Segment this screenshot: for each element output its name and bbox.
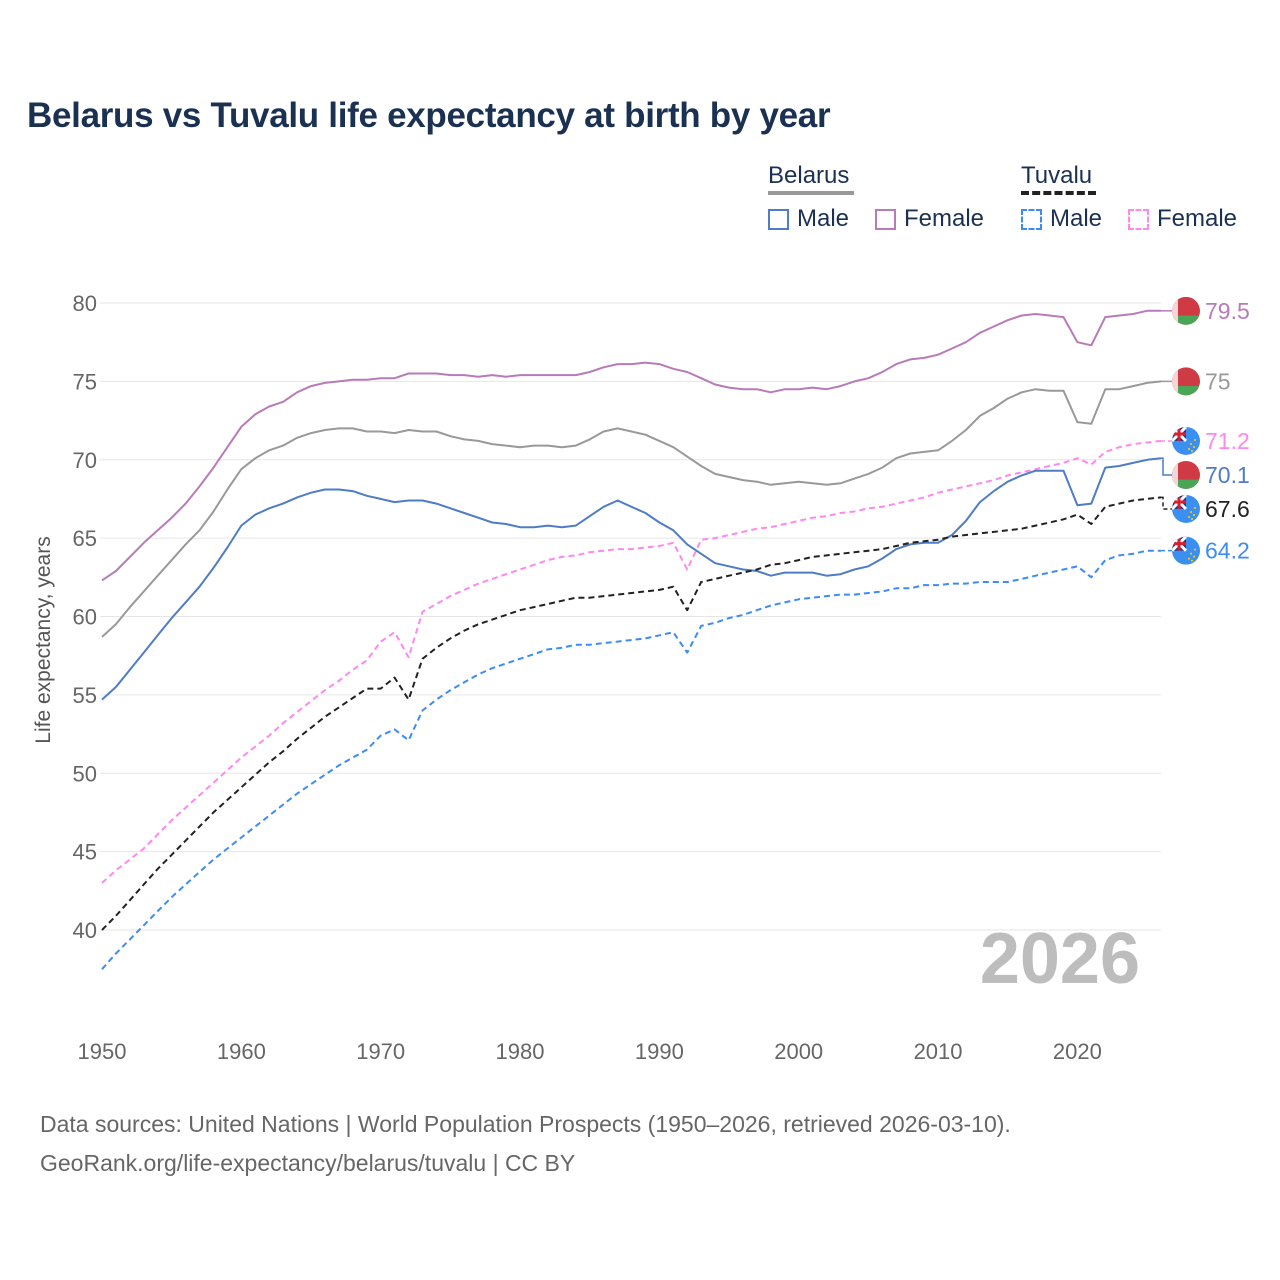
flag-star — [1193, 513, 1195, 516]
x-tick-label: 1950 — [78, 1039, 127, 1064]
flag-body — [1172, 367, 1200, 396]
flag-star — [1193, 445, 1195, 448]
flag-cross — [1172, 536, 1186, 551]
chart-title: Belarus vs Tuvalu life expectancy at bir… — [27, 96, 831, 135]
label-connector — [1161, 496, 1172, 510]
x-tick-label: 1990 — [635, 1039, 684, 1064]
flag-star — [1194, 548, 1196, 551]
flag-body — [1172, 494, 1200, 523]
legend-label: Male — [1050, 205, 1103, 232]
label-connector — [1161, 457, 1172, 476]
series-line-tuvalu-male — [101, 549, 1161, 970]
series-line-belarus-total — [101, 380, 1162, 638]
attribution-link[interactable]: GeoRank.org/life-expectancy/belarus/tuva… — [40, 1150, 576, 1176]
x-tick-label: 1960 — [217, 1039, 266, 1064]
flag-body — [1172, 536, 1200, 565]
y-tick-label: 75 — [73, 369, 97, 394]
series-line-belarus-male — [101, 457, 1162, 701]
flag-body — [1172, 426, 1200, 455]
legend-belarus-male[interactable]: Male — [768, 205, 849, 233]
x-tick-label: 2010 — [914, 1039, 963, 1064]
legend-tuvalu-line — [1021, 191, 1096, 195]
flag-star — [1193, 555, 1195, 558]
legend-label: Female — [904, 205, 985, 232]
y-tick-label: 55 — [73, 683, 97, 708]
belarus-flag-icon — [1172, 296, 1200, 325]
flag-star — [1190, 510, 1192, 513]
year-watermark: 2026 — [980, 919, 1140, 999]
flag-star — [1188, 447, 1190, 450]
end-value-label: 71.2 — [1205, 428, 1250, 454]
legend-tuvalu-male[interactable]: Male — [1021, 205, 1102, 233]
end-value-label: 75 — [1205, 368, 1231, 394]
x-tick-label: 2000 — [774, 1039, 823, 1064]
y-tick-label: 65 — [73, 526, 97, 551]
flag-star — [1191, 517, 1193, 520]
legend-label: Male — [797, 205, 850, 232]
end-value-label: 79.5 — [1205, 298, 1250, 324]
flag-star — [1190, 442, 1192, 445]
legend-label: Female — [1157, 205, 1238, 232]
flag-star — [1188, 557, 1190, 560]
tuvalu-flag-icon — [1172, 494, 1200, 523]
x-tick-label: 2020 — [1053, 1039, 1102, 1064]
legend-swatch — [1021, 208, 1042, 230]
legend-belarus-label: Belarus — [768, 162, 850, 189]
belarus-flag-icon — [1172, 460, 1200, 489]
legend-swatch — [1128, 208, 1149, 230]
legend-swatch — [875, 208, 896, 230]
footer: Data sources: United Nations | World Pop… — [40, 1105, 1011, 1183]
y-tick-label: 60 — [73, 605, 97, 630]
flag-star — [1190, 552, 1192, 555]
legend-swatch — [768, 208, 789, 230]
legend-tuvalu-female[interactable]: Female — [1128, 205, 1237, 233]
flag-green — [1172, 315, 1200, 325]
x-tick-label: 1980 — [496, 1039, 545, 1064]
legend-tuvalu-label: Tuvalu — [1021, 162, 1093, 189]
end-value-label: 67.6 — [1205, 496, 1250, 522]
series-line-tuvalu-female — [101, 439, 1162, 884]
y-tick-label: 50 — [73, 761, 97, 786]
end-value-label: 64.2 — [1205, 538, 1250, 564]
legend-belarus-line — [768, 191, 854, 195]
end-value-label: 70.1 — [1205, 462, 1250, 488]
flag-cross — [1172, 426, 1186, 441]
y-tick-label: 45 — [73, 840, 97, 865]
flag-star — [1191, 559, 1193, 562]
tuvalu-flag-icon — [1172, 536, 1200, 565]
legend-belarus-female[interactable]: Female — [875, 205, 984, 233]
y-tick-label: 70 — [73, 448, 97, 473]
flag-ornament — [1172, 367, 1178, 396]
flag-green — [1172, 479, 1200, 489]
flag-body — [1172, 296, 1200, 325]
flag-body — [1172, 460, 1200, 489]
x-tick-label: 1970 — [356, 1039, 405, 1064]
flag-ornament — [1172, 296, 1178, 325]
flag-cross — [1172, 494, 1186, 509]
flag-green — [1172, 386, 1200, 396]
y-axis-label: Life expectancy, years — [32, 536, 55, 743]
flag-star — [1194, 438, 1196, 441]
belarus-flag-icon — [1172, 367, 1200, 396]
series-line-tuvalu-total — [101, 496, 1162, 931]
y-tick-label: 80 — [73, 291, 97, 316]
flag-star — [1191, 449, 1193, 452]
flag-star — [1188, 515, 1190, 518]
flag-star — [1194, 506, 1196, 509]
data-source: Data sources: United Nations | World Pop… — [40, 1111, 1011, 1137]
y-tick-label: 40 — [73, 918, 97, 943]
series-line-belarus-female — [101, 309, 1161, 582]
tuvalu-flag-icon — [1172, 426, 1200, 455]
flag-ornament — [1172, 460, 1178, 489]
